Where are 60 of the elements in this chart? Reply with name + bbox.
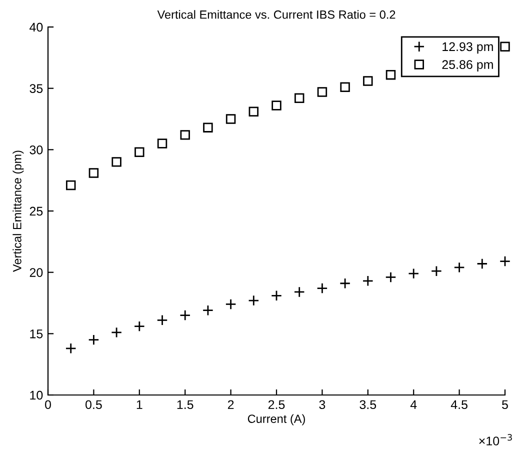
x-tick-label: 2.5: [268, 400, 285, 410]
x-tick-label: 0.5: [86, 400, 102, 410]
x-tick-label: 3.5: [360, 400, 376, 410]
y-tick-label: 15: [30, 330, 43, 338]
point: [88, 168, 99, 178]
point: [226, 114, 236, 124]
x-tick-label: 4: [410, 400, 417, 409]
point: [385, 272, 396, 283]
point: [202, 304, 214, 316]
point: [225, 298, 236, 310]
point: [339, 278, 351, 289]
point: [386, 70, 396, 80]
x-tick-label: 1.5: [177, 400, 194, 410]
point: [340, 82, 350, 92]
chart-title: Vertical Emittance vs. Current IBS Ratio = 0.2: [157, 10, 396, 19]
legend-label: 12.93 pm: [442, 42, 493, 54]
point: [248, 294, 260, 306]
legend-label: 25.86 pm: [442, 60, 493, 72]
y-tick-label: 10: [30, 390, 43, 400]
point: [272, 100, 282, 110]
y-tick-label: 25: [30, 206, 43, 216]
y-tick-label: 35: [30, 84, 43, 93]
point: [317, 87, 328, 97]
point: [270, 290, 282, 302]
x-tick-label: 3: [319, 400, 326, 410]
x-tick-label: 4.5: [450, 400, 468, 410]
point: [180, 310, 191, 321]
point: [110, 326, 122, 338]
point: [248, 106, 259, 116]
y-tick-label: 40: [30, 22, 43, 32]
point: [454, 262, 465, 273]
point: [499, 256, 511, 267]
point: [203, 122, 213, 132]
point: [180, 130, 190, 140]
point: [134, 147, 144, 157]
point: [156, 314, 168, 326]
point: [408, 268, 420, 280]
point: [500, 42, 510, 52]
point: [134, 320, 145, 332]
x-tick-label: 2: [228, 400, 234, 409]
point: [65, 342, 76, 354]
point: [294, 93, 304, 104]
x-tick-label: 1: [136, 400, 142, 409]
point: [112, 157, 122, 167]
point: [430, 266, 442, 277]
point: [294, 286, 305, 298]
point: [476, 258, 488, 270]
point: [363, 76, 373, 86]
x-axis-title: Current (A): [248, 414, 305, 426]
point: [362, 275, 374, 286]
text: ×10$^{−3}$: [479, 434, 512, 446]
x-tick-label: 5: [502, 400, 508, 410]
point: [66, 180, 76, 190]
y-tick-label: 20: [30, 268, 43, 277]
point: [316, 282, 328, 294]
x-tick-label: 0: [45, 400, 51, 410]
y-tick-label: 30: [30, 145, 43, 154]
point: [157, 138, 168, 148]
y-axis-title: Vertical Emittance (pm): [12, 150, 24, 272]
point: [88, 334, 100, 346]
